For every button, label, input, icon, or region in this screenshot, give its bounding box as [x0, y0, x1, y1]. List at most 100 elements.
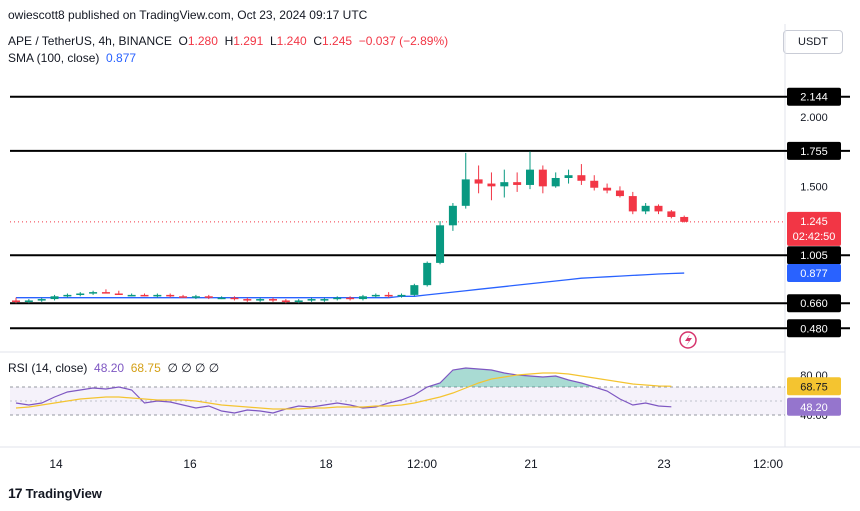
candle-body	[526, 169, 534, 185]
price-tick-1: 1.500	[800, 181, 828, 193]
candle	[615, 186, 624, 198]
tradingview-brand-text: TradingView	[25, 485, 102, 501]
high-label: H	[224, 34, 234, 48]
candle-body	[384, 294, 393, 297]
candle-body	[513, 182, 522, 185]
candle-body	[448, 205, 457, 226]
rsi-last-label-0: 68.75	[800, 381, 828, 393]
level-label-bg-0	[787, 87, 841, 106]
time-tick-3: 12:00	[407, 457, 437, 471]
candle-body	[474, 179, 483, 184]
time-tick-6: 12:00	[753, 457, 783, 471]
candle	[12, 297, 20, 304]
candle	[307, 297, 316, 302]
sma-label[interactable]: SMA (100, close)	[8, 51, 100, 65]
symbol-title[interactable]: APE / TetherUS, 4h, BINANCE	[8, 34, 172, 48]
candle-body	[37, 299, 46, 301]
candle-body	[179, 296, 188, 298]
candle-body	[294, 300, 303, 302]
candle-body	[397, 294, 406, 297]
sma-value: 0.877	[106, 51, 137, 65]
last-price-label-bg	[787, 211, 841, 246]
level-label-3: 0.660	[800, 298, 828, 310]
open-label: O	[178, 34, 188, 48]
candle	[50, 294, 59, 301]
candle-body	[358, 296, 367, 300]
time-tick-5: 23	[657, 457, 671, 471]
tradingview-brand[interactable]: 17 TradingView	[8, 485, 102, 501]
candle	[667, 210, 676, 219]
candle	[410, 283, 419, 297]
tradingview-logo-icon: 17	[8, 485, 23, 501]
candle	[114, 290, 123, 296]
level-label-1: 1.755	[800, 146, 828, 158]
candle	[166, 293, 175, 298]
candle	[320, 297, 329, 302]
candle-body	[166, 294, 175, 297]
candle-body	[24, 300, 33, 302]
candle	[281, 299, 290, 304]
candle	[63, 293, 72, 298]
candle	[24, 299, 33, 304]
candle	[397, 293, 406, 298]
level-label-4: 0.480	[800, 323, 828, 335]
open-value: 1.280	[187, 34, 218, 48]
candle-body	[50, 296, 59, 300]
candle	[513, 172, 522, 192]
time-tick-0: 14	[49, 457, 63, 471]
candle-body	[333, 297, 342, 300]
candle-body	[230, 297, 239, 300]
candle	[256, 297, 265, 302]
lightning-icon	[679, 331, 697, 349]
candle-body	[603, 187, 612, 191]
currency-button[interactable]: USDT	[783, 30, 843, 54]
candle-body	[577, 175, 586, 181]
candle	[89, 290, 98, 295]
rsi-line	[15, 367, 672, 414]
candle	[538, 165, 547, 194]
candle	[230, 296, 239, 301]
candle-body	[76, 293, 85, 296]
time-tick-2: 18	[319, 457, 333, 471]
level-label-bg-3	[787, 294, 841, 313]
candle-body	[153, 294, 162, 297]
candle	[487, 172, 496, 201]
candle-body	[63, 294, 72, 297]
rsi-label[interactable]: RSI (14, close)	[8, 361, 88, 375]
level-label-2: 1.005	[800, 250, 828, 262]
candle	[346, 296, 355, 301]
candle-body	[538, 169, 547, 187]
candle	[654, 204, 663, 215]
candle-body	[256, 299, 265, 301]
candle-body	[615, 190, 624, 197]
rsi-ma-value: 68.75	[130, 361, 161, 375]
candle-body	[101, 292, 110, 294]
low-label: L	[269, 34, 277, 48]
high-value: 1.291	[233, 34, 264, 48]
rsi-value: 48.20	[94, 361, 125, 375]
candle	[474, 165, 483, 194]
candle	[461, 152, 470, 209]
candle-body	[12, 300, 20, 302]
candle-body	[461, 179, 470, 206]
candle	[603, 183, 612, 194]
rsi-last-label-bg-1	[787, 397, 841, 416]
candle-body	[89, 292, 98, 294]
candle	[641, 203, 650, 215]
candle	[564, 169, 573, 184]
rsi-ma-line	[15, 372, 672, 410]
symbol-legend: APE / TetherUS, 4h, BINANCE O1.280 H1.29…	[8, 34, 448, 48]
candle-body	[307, 299, 316, 301]
time-tick-4: 21	[524, 457, 538, 471]
level-label-0: 2.144	[800, 92, 828, 104]
candle	[294, 299, 303, 304]
published-header: owiescott8 published on TradingView.com,…	[8, 8, 368, 22]
candle-body	[281, 300, 290, 302]
candle-body	[680, 216, 689, 222]
candle-body	[191, 296, 200, 298]
rsi-legend: RSI (14, close) 48.20 68.75 ∅ ∅ ∅ ∅	[8, 361, 219, 375]
candle-body	[346, 297, 355, 300]
candle-body	[410, 285, 419, 295]
candle	[217, 296, 226, 300]
